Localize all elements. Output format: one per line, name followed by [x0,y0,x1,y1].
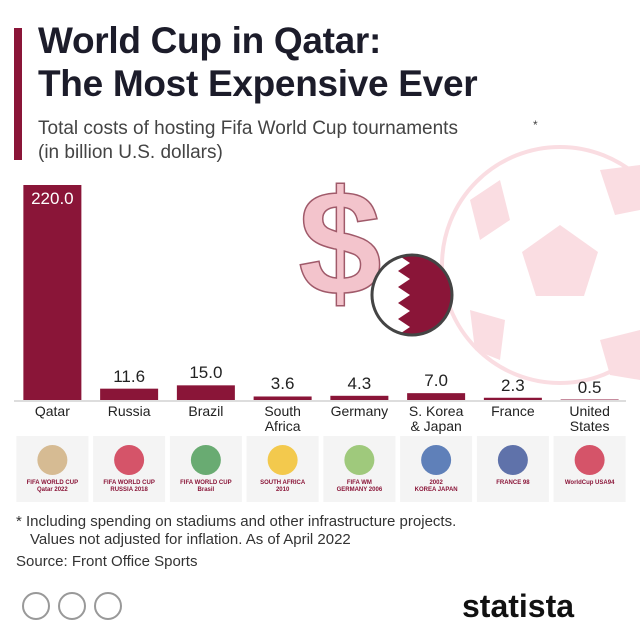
bar [176,385,235,400]
chart-title: The Most Expensive Ever [38,63,478,104]
chart-subtitle: Total costs of hosting Fifa World Cup to… [38,118,458,139]
logo-emblem [37,445,68,475]
value-label: 11.6 [113,366,146,386]
footnote: * Including spending on stadiums and oth… [16,513,457,530]
bar [253,396,312,400]
bar [23,185,82,400]
value-label: 220.0 [31,189,74,208]
x-tick-label: Germany [330,403,389,419]
logo-emblem [190,445,221,475]
accent-bar [14,28,22,160]
logo-caption: FIFA WM GERMANY 2006 [336,480,383,493]
x-tick-label: France [491,403,535,419]
brand: statista [462,588,575,624]
logo-caption: 2002 KOREA JAPAN [414,480,458,493]
x-tick-label: Qatar [34,403,70,419]
logo-caption: SOUTH AFRICA 2010 [260,480,306,493]
x-tick-label: Russia [107,403,151,419]
logo-caption: FIFA WORLD CUP Brasil [180,480,232,493]
value-label: 0.5 [577,377,602,397]
logo-caption: FIFA WORLD CUP RUSSIA 2018 [103,480,155,493]
logo-emblem [574,445,605,475]
logo-emblem [497,445,528,475]
logo-emblem [344,445,375,475]
qatar-flag-icon [370,253,454,337]
x-tick-label: South Africa [264,403,301,434]
subtitle-mark: * [533,118,538,132]
value-label: 3.6 [270,374,295,394]
bar [483,397,542,400]
value-label: 4.3 [347,373,372,393]
logo-caption: FIFA WORLD CUP Qatar 2022 [26,480,79,493]
footnote: Values not adjusted for inflation. As of… [30,531,351,548]
bar [330,395,389,400]
dollar-icon: $ [298,159,381,327]
bar [407,393,466,400]
logo-caption: WorldCup USA94 [564,480,615,486]
x-tick-label: Brazil [188,403,224,419]
source: Source: Front Office Sports [16,553,198,570]
logo-emblem [114,445,145,475]
logo-emblem [421,445,452,475]
chart-title: World Cup in Qatar: [38,20,382,61]
value-label: 2.3 [501,375,525,395]
license-icons [22,592,122,620]
chart-subtitle: (in billion U.S. dollars) [38,142,223,163]
ball-decoration [440,145,640,385]
logo-emblem [267,445,298,475]
x-tick-label: S. Korea & Japan [408,403,464,434]
logo-caption: FRANCE 98 [496,480,530,486]
value-label: 15.0 [189,363,223,383]
bar [100,388,159,400]
value-label: 7.0 [424,371,448,391]
x-tick-label: United States [569,403,610,434]
